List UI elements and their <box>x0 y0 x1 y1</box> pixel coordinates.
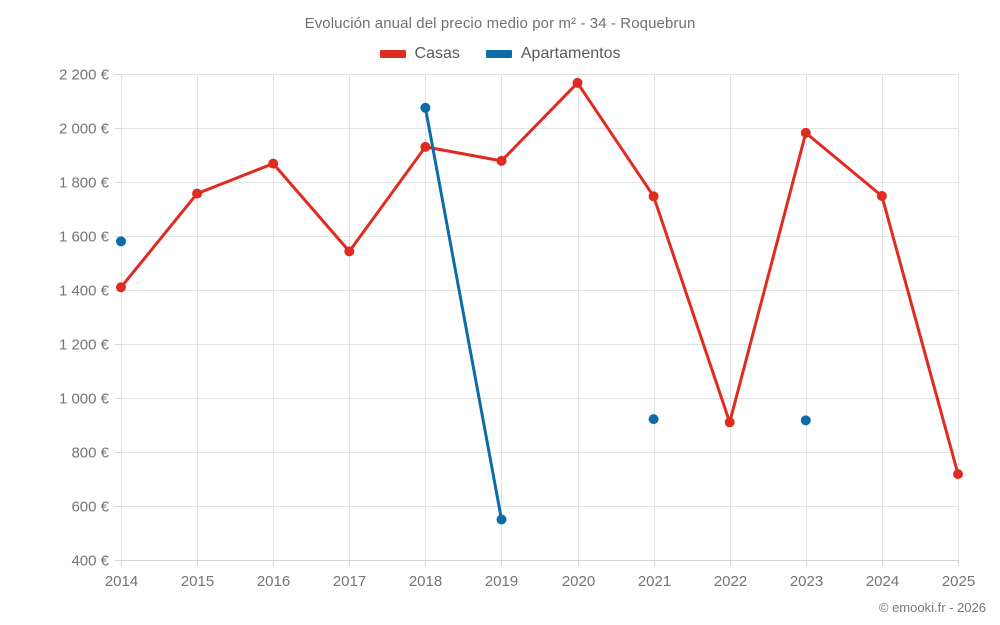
chart-title: Evolución anual del precio medio por m² … <box>304 15 696 32</box>
data-point-apartamentos[interactable] <box>496 514 507 525</box>
y-tick-label: 800 € <box>71 445 109 462</box>
x-tick-label: 2018 <box>409 573 442 590</box>
y-tick-label: 400 € <box>71 553 109 570</box>
y-tick-label: 1 200 € <box>59 337 110 354</box>
legend-swatch-apartamentos <box>485 50 512 58</box>
grid-layer <box>121 74 959 561</box>
x-tick-label: 2024 <box>866 573 899 590</box>
data-point-casas[interactable] <box>344 246 355 257</box>
y-tick-label: 2 000 € <box>59 121 110 138</box>
series-layer <box>116 77 963 525</box>
x-tick-label: 2020 <box>562 573 595 590</box>
data-point-casas[interactable] <box>572 77 583 88</box>
x-tick-label: 2017 <box>333 573 366 590</box>
y-tick-label: 1 000 € <box>59 391 110 408</box>
chart-credit: © emooki.fr - 2026 <box>878 600 986 615</box>
legend-item-apartamentos[interactable]: Apartamentos <box>485 45 621 63</box>
chart-legend: Casas Apartamentos <box>0 45 1000 63</box>
x-tick-label: 2025 <box>942 573 975 590</box>
data-point-apartamentos[interactable] <box>116 236 126 247</box>
y-tick-label: 1 400 € <box>59 283 110 300</box>
x-tick-label: 2023 <box>790 573 823 590</box>
data-point-casas[interactable] <box>496 155 507 166</box>
data-point-apartamentos[interactable] <box>420 102 431 113</box>
data-point-apartamentos[interactable] <box>648 414 659 425</box>
data-point-casas[interactable] <box>116 282 126 293</box>
data-point-casas[interactable] <box>648 191 659 202</box>
y-tick-label: 2 200 € <box>59 67 110 84</box>
x-tick-label: 2014 <box>105 573 138 590</box>
legend-label-apartamentos: Apartamentos <box>520 45 621 62</box>
data-point-casas[interactable] <box>800 127 811 138</box>
data-point-casas[interactable] <box>420 141 431 152</box>
data-point-apartamentos[interactable] <box>800 415 811 426</box>
y-tick-label: 600 € <box>71 499 109 516</box>
data-point-casas[interactable] <box>192 188 203 199</box>
series-line-apartamentos <box>423 106 503 521</box>
x-tick-label: 2015 <box>181 573 214 590</box>
legend-label-casas: Casas <box>414 45 460 62</box>
x-tick-label: 2016 <box>257 573 290 590</box>
x-axis-labels: 2014 2015 2016 2017 2018 2019 2020 2021 2022 2023… <box>105 573 975 590</box>
data-point-casas[interactable] <box>953 469 963 480</box>
y-tick-label: 1 600 € <box>59 229 110 246</box>
y-tick-label: 1 800 € <box>59 175 110 192</box>
data-point-casas[interactable] <box>268 158 279 169</box>
y-axis-labels: 400 € 600 € 800 € 1 000 € 1 200 € 1 400 € 1 60… <box>59 67 110 570</box>
x-tick-label: 2022 <box>714 573 747 590</box>
legend-item-casas[interactable]: Casas <box>379 45 460 63</box>
x-tick-label: 2021 <box>638 573 671 590</box>
series-line-casas <box>119 81 960 476</box>
data-point-casas[interactable] <box>724 417 735 428</box>
data-point-casas[interactable] <box>876 191 887 201</box>
x-tick-label: 2019 <box>485 573 518 590</box>
legend-swatch-casas <box>379 50 406 58</box>
axis-layer <box>115 74 959 566</box>
